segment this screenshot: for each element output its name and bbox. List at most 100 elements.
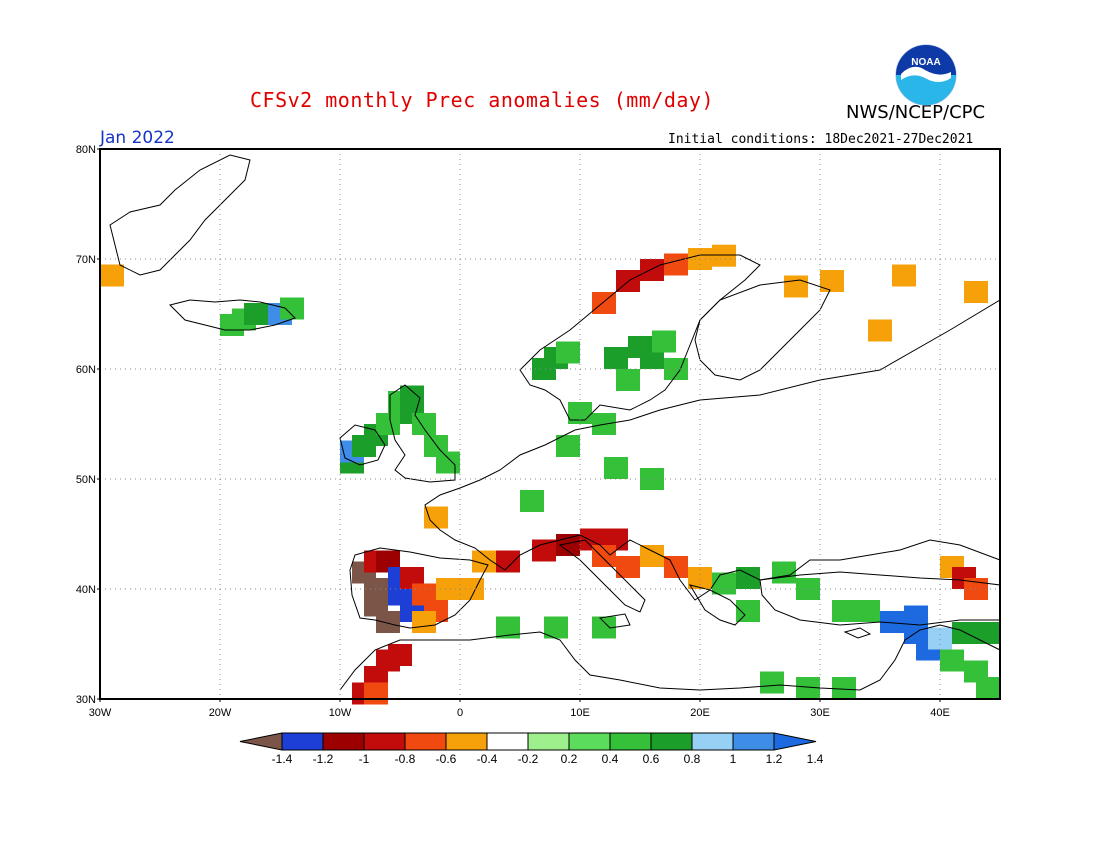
anomaly-cell xyxy=(652,330,676,353)
anomaly-cell xyxy=(604,457,628,479)
anomaly-cell xyxy=(616,556,640,578)
colorbar-left-arrow xyxy=(239,732,283,751)
lon-tick-label: 30W xyxy=(89,707,112,719)
anomaly-cell xyxy=(544,616,568,639)
anomaly-cell xyxy=(976,677,1000,699)
anomaly-cell xyxy=(688,567,712,589)
colorbar-label: -1.2 xyxy=(313,752,334,766)
anomaly-cell xyxy=(736,600,760,622)
colorbar-swatch xyxy=(527,732,570,751)
lon-tick-label: 40E xyxy=(930,707,950,719)
colorbar-swatch xyxy=(568,732,611,751)
colorbar-label: 1.4 xyxy=(807,752,824,766)
lat-lon-grid xyxy=(100,149,1000,699)
colorbar-label: -0.8 xyxy=(395,752,416,766)
initial-conditions: Initial conditions: 18Dec2021-27Dec2021 xyxy=(668,132,974,147)
colorbar-label: 0.8 xyxy=(684,752,701,766)
colorbar-right-arrow xyxy=(773,732,817,751)
chart-title: CFSv2 monthly Prec anomalies (mm/day) xyxy=(250,88,715,112)
colorbar-swatch xyxy=(322,732,365,751)
lat-tick-label: 80N xyxy=(76,144,96,156)
anomaly-cell xyxy=(880,611,904,633)
anomaly-cell xyxy=(568,402,592,424)
colorbar: -1.4 -1.2 -1 -0.8 -0.6 -0.4 -0.2 0.2 0.4 0.6 0.8 1 1… xyxy=(239,732,824,766)
anomaly-cell xyxy=(592,545,616,567)
anomaly-cell xyxy=(556,341,580,364)
lat-tick-label: 30N xyxy=(76,694,96,706)
lat-tick-label: 40N xyxy=(76,584,96,596)
colorbar-swatch xyxy=(445,732,488,751)
lon-tick-label: 30E xyxy=(810,707,830,719)
anomaly-cell xyxy=(100,264,124,287)
colorbar-label: 1.2 xyxy=(766,752,783,766)
anomaly-cell xyxy=(796,677,820,699)
anomaly-cell xyxy=(928,627,952,650)
colorbar-label: 1 xyxy=(730,752,737,766)
anomaly-cell xyxy=(592,292,616,314)
agency-label: NWS/NCEP/CPC xyxy=(846,102,986,123)
anomaly-cell xyxy=(976,622,1000,644)
anomaly-cell xyxy=(376,413,400,435)
anomaly-cell xyxy=(820,270,844,292)
anomaly-cell xyxy=(784,275,808,298)
colorbar-label: 0.2 xyxy=(561,752,578,766)
anomaly-cell xyxy=(496,550,520,573)
anomaly-cell xyxy=(712,244,736,267)
anomaly-cell xyxy=(868,319,892,342)
anomaly-cell xyxy=(412,611,436,633)
anomaly-cell xyxy=(436,451,460,474)
anomaly-cell xyxy=(412,413,436,435)
anomaly-cell xyxy=(616,369,640,391)
anomaly-cell xyxy=(856,600,880,622)
noaa-logo: NOAA xyxy=(895,44,957,106)
lon-tick-label: 20W xyxy=(209,707,232,719)
colorbar-swatch xyxy=(486,732,529,751)
colorbar-swatch xyxy=(691,732,734,751)
anomaly-cell xyxy=(592,616,616,639)
anomaly-cell xyxy=(736,567,760,589)
anomaly-cell xyxy=(892,264,916,287)
anomaly-cell xyxy=(364,682,388,705)
map-frame xyxy=(99,148,1001,700)
lat-tick-label: 60N xyxy=(76,364,96,376)
lat-tick-label: 70N xyxy=(76,254,96,266)
anomaly-cell xyxy=(664,556,688,578)
anomaly-cell xyxy=(496,616,520,639)
anomaly-cell xyxy=(424,506,448,529)
anomaly-cell xyxy=(640,545,664,567)
colorbar-swatch xyxy=(281,732,324,751)
colorbar-swatch xyxy=(650,732,693,751)
anomaly-cell xyxy=(772,561,796,584)
anomaly-cell xyxy=(604,347,628,369)
anomaly-cell xyxy=(472,550,496,573)
logo-text: NOAA xyxy=(911,57,940,68)
lon-tick-label: 20E xyxy=(690,707,710,719)
colorbar-label: -1.4 xyxy=(272,752,293,766)
colorbar-label: -0.2 xyxy=(518,752,539,766)
anomaly-cell xyxy=(964,281,988,303)
lat-tick-label: 50N xyxy=(76,474,96,486)
colorbar-label: 0.6 xyxy=(643,752,660,766)
anomaly-cell xyxy=(940,649,964,672)
anomaly-cell xyxy=(712,572,736,595)
anomaly-cell xyxy=(520,490,544,512)
anomaly-cell xyxy=(640,259,664,281)
anomaly-cell xyxy=(376,611,400,633)
anomaly-cell xyxy=(556,435,580,457)
colorbar-swatch xyxy=(363,732,406,751)
colorbar-swatch xyxy=(609,732,652,751)
colorbar-label: -0.4 xyxy=(477,752,498,766)
colorbar-swatch xyxy=(732,732,775,751)
colorbar-label: 0.4 xyxy=(602,752,619,766)
anomaly-cell xyxy=(280,297,304,320)
anomaly-cell xyxy=(640,468,664,490)
anomaly-cell xyxy=(760,671,784,694)
anomaly-cell xyxy=(664,253,688,276)
colorbar-label: -1 xyxy=(359,752,370,766)
colorbar-swatch xyxy=(404,732,447,751)
lon-tick-label: 10E xyxy=(570,707,590,719)
forecast-month: Jan 2022 xyxy=(100,128,175,148)
anomaly-cell xyxy=(832,677,856,699)
